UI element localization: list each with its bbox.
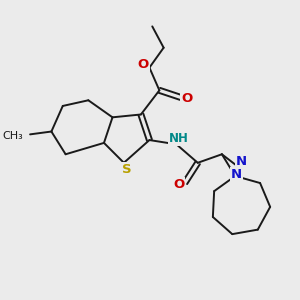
Text: NH: NH (169, 132, 189, 145)
Text: N: N (231, 168, 242, 181)
Text: O: O (173, 178, 184, 190)
Text: CH₃: CH₃ (2, 131, 23, 141)
Text: O: O (138, 58, 149, 71)
Text: N: N (236, 155, 247, 168)
Text: S: S (122, 164, 131, 176)
Text: O: O (181, 92, 193, 105)
